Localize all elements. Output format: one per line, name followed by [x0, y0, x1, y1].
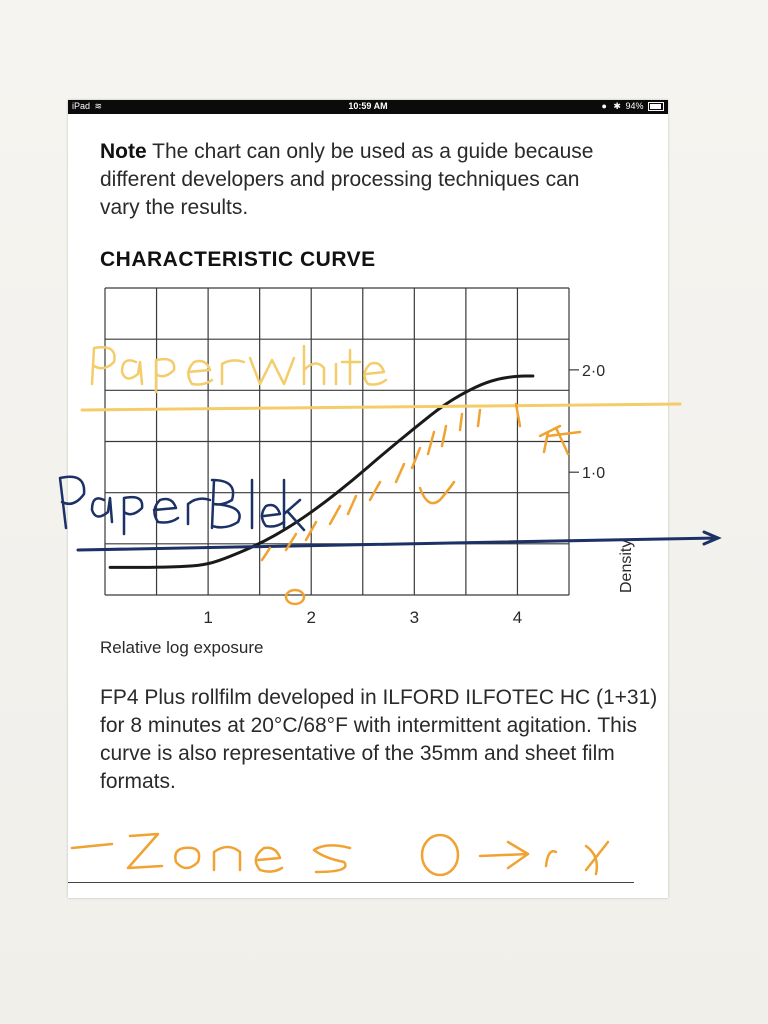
bluetooth-icon: ✱	[613, 101, 621, 111]
ipad-screen: iPad ≋ 10:59 AM ● ✱ 94% Note The chart c…	[68, 100, 668, 898]
note-paragraph: Note The chart can only be used as a gui…	[100, 138, 620, 222]
chart-ticks: 1 2 3 4 1·0 2·0	[203, 363, 605, 627]
y-tick-label: 2·0	[582, 363, 605, 380]
chart-grid	[104, 287, 570, 596]
chart-caption: FP4 Plus rollfilm developed in ILFORD IL…	[100, 686, 658, 793]
battery-percent: 94%	[625, 101, 644, 111]
characteristic-curve-chart: 1 2 3 4 1·0 2·0 Relative log exposure Density	[100, 287, 635, 657]
x-tick-label: 1	[203, 608, 212, 627]
orientation-lock-icon: ●	[601, 101, 607, 111]
x-tick-label: 4	[513, 608, 522, 627]
x-axis-label: Relative log exposure	[100, 638, 263, 657]
x-tick-label: 3	[410, 608, 419, 627]
note-text: The chart can only be used as a guide be…	[100, 140, 594, 219]
bottom-divider	[68, 882, 634, 883]
chart-title: CHARACTERISTIC CURVE	[100, 248, 376, 271]
x-tick-label: 2	[306, 608, 315, 627]
y-tick-label: 1·0	[582, 465, 605, 482]
battery-icon	[648, 102, 664, 112]
status-left: iPad ≋	[72, 101, 104, 112]
wifi-icon: ≋	[94, 101, 103, 111]
device-label: iPad	[72, 101, 91, 111]
status-time: 10:59 AM	[348, 101, 388, 111]
y-axis-label: Density	[618, 540, 635, 593]
status-right: ● ✱ 94%	[599, 101, 664, 112]
status-bar: iPad ≋ 10:59 AM ● ✱ 94%	[68, 100, 668, 114]
note-label: Note	[100, 140, 147, 163]
density-curve	[108, 374, 535, 569]
